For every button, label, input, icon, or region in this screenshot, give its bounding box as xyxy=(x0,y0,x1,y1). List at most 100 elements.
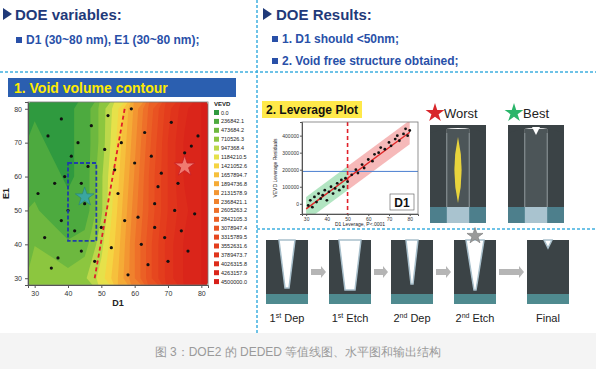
residual-point xyxy=(406,134,409,137)
residual-point xyxy=(390,144,393,147)
legend-swatch xyxy=(214,181,219,186)
caption: 图 3：DOE2 的 DEDED 等值线图、水平图和输出结构 xyxy=(155,345,442,359)
design-point xyxy=(193,212,196,215)
legend-label: 2368421.1 xyxy=(221,199,247,205)
residual-point xyxy=(336,182,339,185)
tick: 60 xyxy=(131,285,139,297)
legend-label: 2842105.3 xyxy=(221,216,247,222)
pillar xyxy=(508,125,525,207)
residual-point xyxy=(344,177,347,180)
tick-mark xyxy=(25,109,28,110)
residual-point xyxy=(311,206,314,209)
y-axis: 0100000200000300000400000 xyxy=(282,123,302,215)
contour-band xyxy=(140,102,208,285)
legend-swatch xyxy=(214,252,219,257)
tick-label: 80 xyxy=(14,106,22,113)
substrate xyxy=(266,294,308,304)
figure: DOE variables:D1 (30~80 nm), E1 (30~80 n… xyxy=(0,0,596,369)
seam xyxy=(532,127,540,135)
contour-band xyxy=(28,102,208,285)
design-point xyxy=(80,182,83,185)
legend-swatch xyxy=(214,261,219,266)
contour-band xyxy=(28,102,208,285)
legend-swatch xyxy=(214,119,219,124)
design-point xyxy=(80,250,83,253)
contour-band xyxy=(118,102,208,285)
tick-mark xyxy=(25,143,28,144)
residual-point xyxy=(319,197,322,200)
tick-mark xyxy=(35,285,36,288)
void xyxy=(454,137,461,203)
contour-band xyxy=(28,102,208,285)
process-structure xyxy=(527,240,569,304)
header-item: 1. D1 should <50nm; xyxy=(282,32,399,46)
fill-layer xyxy=(525,129,547,207)
panel-label: D1 xyxy=(394,196,410,210)
residual-point xyxy=(330,185,333,188)
design-point xyxy=(180,229,183,232)
legend-label: 1184210.5 xyxy=(221,154,247,160)
axis-line xyxy=(300,123,303,215)
tick: 50 xyxy=(14,207,28,214)
legend-label: 1894736.8 xyxy=(221,181,247,187)
pillar xyxy=(469,125,486,207)
design-point xyxy=(150,155,153,158)
residual-point xyxy=(367,158,370,161)
substrate xyxy=(391,294,433,304)
contour-band xyxy=(28,102,208,285)
design-point xyxy=(50,266,53,269)
design-point xyxy=(46,134,49,137)
trench-gap xyxy=(279,240,295,288)
bullet-triangle xyxy=(263,8,272,20)
residual-point xyxy=(408,129,411,132)
worst-structure xyxy=(430,125,486,223)
residual-point xyxy=(350,173,353,176)
substrate xyxy=(329,294,371,304)
tick-label: 400000 xyxy=(282,133,299,139)
residual-point xyxy=(402,133,405,136)
legend-swatch xyxy=(214,155,219,160)
best-structure xyxy=(508,125,564,223)
design-point xyxy=(136,216,139,219)
fit-line xyxy=(306,132,410,209)
tick-label: 70 xyxy=(165,290,173,297)
tick: 70 xyxy=(387,214,393,222)
tick: 80 xyxy=(14,106,28,113)
pillar-block xyxy=(454,240,496,304)
pillar-block xyxy=(266,240,308,304)
step-label: 2nd Etch xyxy=(456,312,495,324)
design-point xyxy=(153,226,156,229)
panel-label-bg xyxy=(390,194,414,210)
tick-label: 50 xyxy=(98,290,106,297)
panel-title: 2. Leverage Plot xyxy=(266,103,358,117)
design-point xyxy=(56,256,59,259)
flow-arrow xyxy=(374,266,388,278)
substrate xyxy=(430,207,486,223)
axis-title: E1 xyxy=(1,188,11,199)
legend-swatch xyxy=(214,163,219,168)
residual-point xyxy=(317,192,320,195)
axis-line xyxy=(25,103,29,286)
panel-title-bg xyxy=(262,101,362,118)
residual-point xyxy=(361,163,364,166)
flow-arrow xyxy=(311,266,326,278)
trench-gap xyxy=(406,240,418,284)
legend-label: 3552631.6 xyxy=(221,243,247,249)
design-point xyxy=(60,219,63,222)
design-point xyxy=(146,263,149,266)
legend-label: 473684.2 xyxy=(221,127,244,133)
design-point xyxy=(130,107,133,110)
legend-swatch xyxy=(214,208,219,213)
tick-label: 40 xyxy=(65,290,73,297)
tick-label: 0 xyxy=(296,201,299,207)
substrate-block xyxy=(547,207,564,223)
legend-swatch xyxy=(214,226,219,231)
contour-band xyxy=(87,102,208,285)
tick: 60 xyxy=(14,173,28,180)
tick: 400000 xyxy=(282,133,302,139)
residual-point xyxy=(323,189,326,192)
tick-mark xyxy=(68,285,69,288)
tick-mark xyxy=(300,187,302,188)
header-title: DOE Results: xyxy=(276,6,372,23)
legend-swatch xyxy=(214,217,219,222)
